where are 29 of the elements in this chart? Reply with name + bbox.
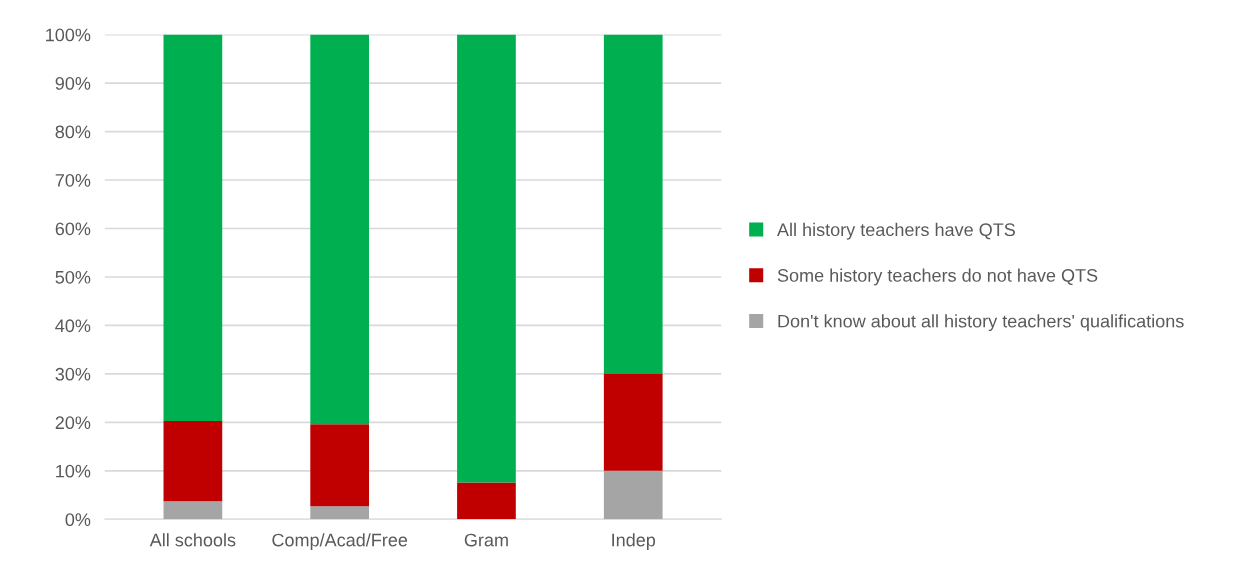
y-tick-label: 90%: [55, 77, 91, 90]
y-tick-label: 20%: [55, 416, 91, 430]
bar: [310, 506, 370, 520]
y-tick-label: 50%: [55, 270, 91, 284]
y-tick-label: 0%: [65, 513, 91, 527]
bar: [457, 34, 516, 483]
bar: [310, 424, 370, 507]
bar: [603, 470, 663, 520]
x-tick-label: All schools: [149, 533, 236, 547]
bar: [457, 482, 516, 520]
x-tick-label: Indep: [612, 533, 656, 551]
legend-label: Some history teachers do not have QTS: [777, 268, 1098, 286]
bar: [603, 34, 663, 374]
bar: [603, 373, 663, 471]
legend-label: Don't know about all history teachers' qualifications: [778, 314, 1184, 332]
y-tick-label: 60%: [55, 222, 91, 236]
bar: [163, 34, 223, 421]
x-tick-label: Gram: [464, 533, 508, 547]
y-tick-label: 30%: [55, 367, 91, 381]
bar: [310, 34, 370, 425]
y-tick-label: 80%: [55, 125, 91, 139]
y-tick-label: 10%: [56, 464, 91, 478]
bar: [163, 501, 223, 520]
legend-label: All history teachers have QTS: [777, 222, 1015, 240]
x-tick-label: Comp/Acad/Free: [272, 533, 408, 551]
bar: [163, 420, 223, 502]
y-tick-label: 70%: [55, 173, 91, 187]
y-tick-label: 40%: [55, 319, 91, 333]
y-tick-label: 100%: [46, 28, 91, 42]
